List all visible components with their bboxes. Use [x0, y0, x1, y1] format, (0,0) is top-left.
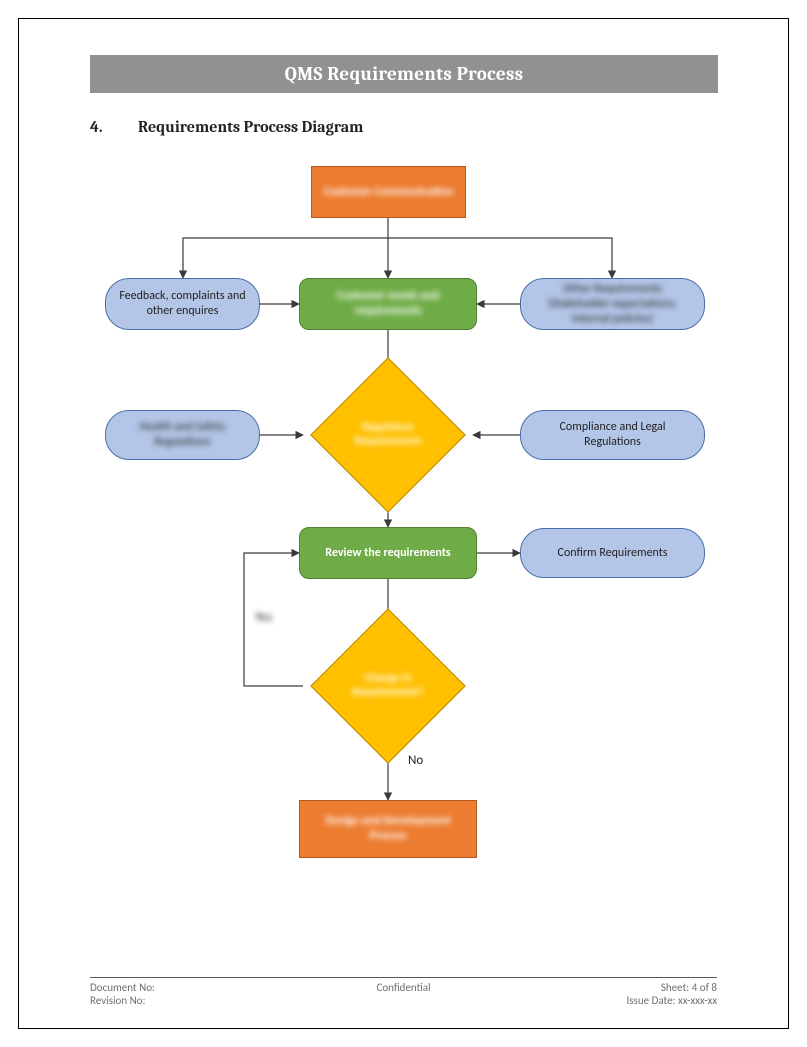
edge-label-yes: Yes	[255, 610, 272, 625]
node-review-requirements: Review the requirements	[299, 527, 477, 579]
node-label: Feedback, complaints and other enquires	[116, 289, 249, 319]
node-label: Review the requirements	[325, 546, 450, 561]
node-label: Regulatory Requirements	[328, 421, 448, 449]
node-regulatory-requirements: Regulatory Requirements	[303, 389, 473, 481]
node-health-safety: Health and Safety Regulations	[105, 410, 260, 460]
document-page: QMS Requirements Process 4. Requirements…	[0, 0, 807, 1047]
node-label: Customer needs and requirements	[310, 289, 466, 319]
node-label: Health and Safety Regulations	[116, 420, 249, 450]
node-label: Customer Communication	[324, 185, 454, 200]
node-label: Change in Requirements?	[328, 672, 448, 700]
node-customer-needs: Customer needs and requirements	[299, 278, 477, 330]
node-change-in-requirements: Change in Requirements?	[303, 640, 473, 732]
node-customer-communication: Customer Communication	[311, 166, 466, 218]
node-label: Other Requirements (Stakeholder expectat…	[531, 282, 694, 327]
node-label: Confirm Requirements	[558, 546, 668, 561]
node-design-development: Design and Development Process	[299, 800, 477, 858]
edge-label-no: No	[408, 753, 423, 768]
node-feedback-complaints: Feedback, complaints and other enquires	[105, 278, 260, 330]
flowchart-edges	[0, 0, 807, 1047]
node-confirm-requirements: Confirm Requirements	[520, 528, 705, 578]
node-other-requirements: Other Requirements (Stakeholder expectat…	[520, 278, 705, 330]
node-label: Compliance and Legal Regulations	[531, 420, 694, 450]
node-compliance-legal: Compliance and Legal Regulations	[520, 410, 705, 460]
node-label: Design and Development Process	[310, 814, 466, 844]
